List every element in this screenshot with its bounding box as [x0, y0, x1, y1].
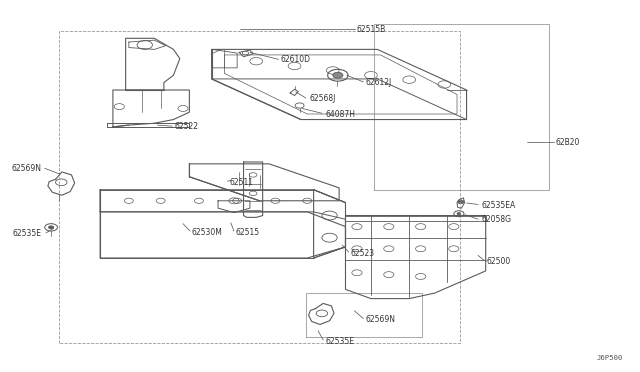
- Text: 62612J: 62612J: [366, 78, 392, 87]
- Circle shape: [457, 212, 461, 215]
- Text: 62535EA: 62535EA: [482, 201, 516, 210]
- Text: 62515B: 62515B: [357, 25, 386, 34]
- Text: 64087H: 64087H: [325, 109, 355, 119]
- Text: 62568J: 62568J: [309, 94, 335, 103]
- Text: 62610D: 62610D: [280, 55, 310, 64]
- Text: 62522: 62522: [175, 122, 198, 131]
- Text: 62530M: 62530M: [191, 228, 222, 237]
- Circle shape: [458, 200, 464, 204]
- Text: 62569N: 62569N: [366, 315, 396, 324]
- Text: 62523: 62523: [351, 249, 374, 258]
- Text: 62058G: 62058G: [482, 215, 512, 224]
- Circle shape: [333, 72, 343, 78]
- Text: 62511: 62511: [230, 178, 253, 187]
- Text: 62B20: 62B20: [556, 138, 580, 147]
- Circle shape: [49, 226, 54, 229]
- Text: 62515: 62515: [236, 228, 260, 237]
- Text: 62535E: 62535E: [13, 230, 42, 238]
- Text: 62500: 62500: [487, 257, 511, 266]
- Text: J6P500: J6P500: [596, 355, 623, 361]
- Text: 62569N: 62569N: [12, 164, 42, 173]
- Text: 62535E: 62535E: [325, 337, 354, 346]
